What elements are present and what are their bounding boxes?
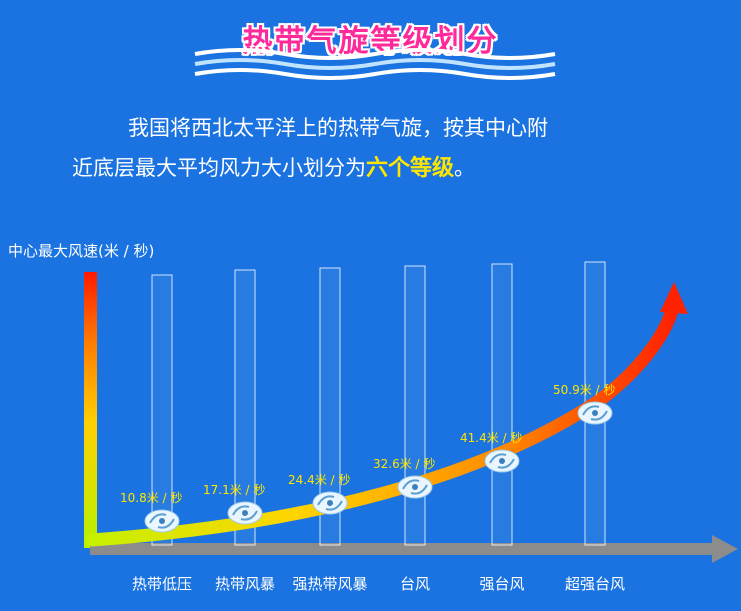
title-banner: 热带气旋等级划分 bbox=[0, 6, 741, 86]
level-name-label: 热带风暴 bbox=[214, 575, 275, 593]
cyclone-icon bbox=[577, 401, 613, 425]
level-name-label: 热带低压 bbox=[131, 575, 192, 593]
level-speed-label: 10.8米 / 秒 bbox=[120, 491, 183, 505]
x-axis-bar bbox=[90, 543, 715, 555]
level-speed-label: 17.1米 / 秒 bbox=[203, 483, 266, 497]
level-speed-label: 24.4米 / 秒 bbox=[288, 473, 351, 487]
y-axis-bar bbox=[84, 272, 97, 548]
cyclone-icon bbox=[312, 491, 348, 515]
level-column bbox=[319, 267, 341, 546]
cyclone-icon bbox=[144, 509, 180, 533]
level-speed-label: 32.6米 / 秒 bbox=[373, 457, 436, 471]
level-name-label: 台风 bbox=[399, 575, 430, 593]
x-axis-arrow-icon bbox=[712, 535, 738, 563]
intro-line-2-prefix: 近底层最大平均风力大小划分为 bbox=[72, 156, 366, 180]
cyclone-icon bbox=[227, 501, 263, 525]
intro-text: 我国将西北太平洋上的热带气旋，按其中心附 近底层最大平均风力大小划分为六个等级。 bbox=[72, 108, 732, 189]
level-column bbox=[491, 263, 513, 546]
growth-curve bbox=[85, 303, 679, 547]
level-column bbox=[234, 269, 256, 546]
level-name-label: 强台风 bbox=[479, 575, 525, 593]
level-name-label: 超强台风 bbox=[564, 575, 625, 593]
level-column bbox=[404, 265, 426, 546]
level-name-label: 强热带风暴 bbox=[292, 575, 368, 593]
level-column bbox=[151, 274, 173, 546]
intro-line-2-suffix: 。 bbox=[454, 156, 476, 180]
intro-highlight: 六个等级 bbox=[366, 156, 455, 181]
cyclone-icon bbox=[397, 475, 433, 499]
level-speed-label: 50.9米 / 秒 bbox=[553, 383, 616, 397]
curve-arrow-icon bbox=[660, 282, 688, 314]
level-speed-label: 41.4米 / 秒 bbox=[460, 431, 523, 445]
wave-decoration bbox=[194, 48, 556, 80]
intro-line-1: 我国将西北太平洋上的热带气旋，按其中心附 bbox=[128, 116, 548, 140]
y-axis-label: 中心最大风速(米 / 秒) bbox=[8, 242, 155, 260]
cyclone-icon bbox=[484, 449, 520, 473]
